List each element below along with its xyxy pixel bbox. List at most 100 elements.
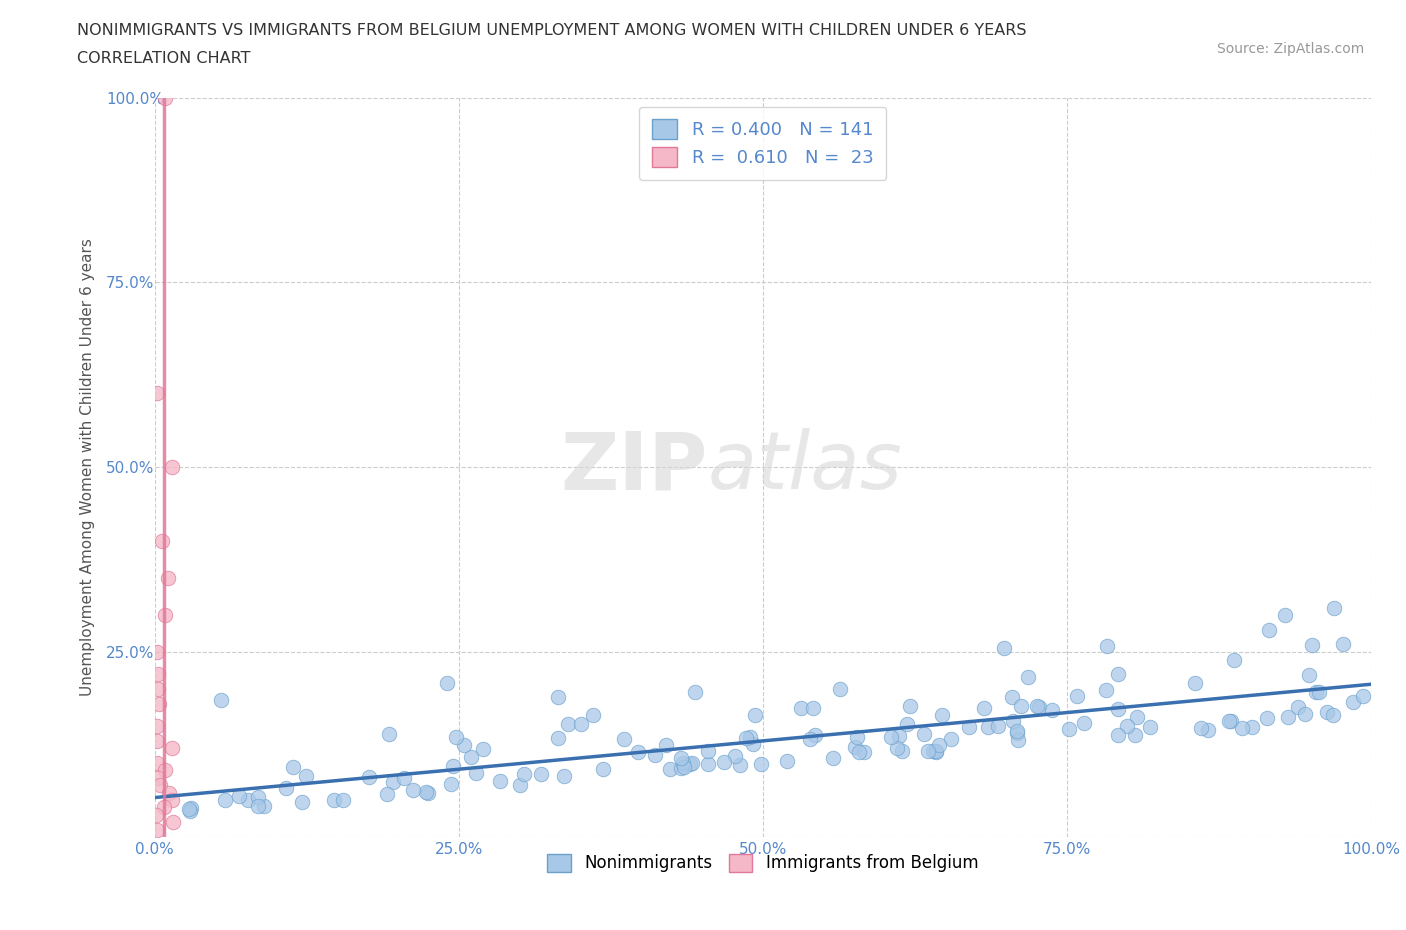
Point xyxy=(180,801,202,816)
Point xyxy=(1139,720,1161,735)
Point xyxy=(382,775,405,790)
Point xyxy=(1230,720,1253,735)
Point xyxy=(276,780,298,795)
Point xyxy=(613,731,636,746)
Point xyxy=(669,761,692,776)
Point xyxy=(378,726,401,741)
Point xyxy=(1323,601,1346,616)
Point xyxy=(322,792,344,807)
Point xyxy=(146,719,169,734)
Point xyxy=(1240,720,1263,735)
Point xyxy=(741,737,763,751)
Point xyxy=(679,757,702,772)
Point xyxy=(146,770,169,785)
Point xyxy=(291,795,314,810)
Point xyxy=(977,720,1000,735)
Point xyxy=(993,641,1015,656)
Point xyxy=(1189,721,1212,736)
Point xyxy=(146,644,169,659)
Point xyxy=(681,755,703,770)
Text: ZIP: ZIP xyxy=(561,429,709,506)
Point xyxy=(440,777,463,791)
Point xyxy=(626,745,648,760)
Point xyxy=(848,745,870,760)
Point xyxy=(830,682,852,697)
Point xyxy=(402,782,425,797)
Point xyxy=(1073,716,1095,731)
Point xyxy=(247,799,270,814)
Point xyxy=(332,792,354,807)
Point xyxy=(162,815,184,830)
Point xyxy=(530,767,553,782)
Point xyxy=(924,743,946,758)
Point xyxy=(416,785,439,800)
Point xyxy=(1277,710,1299,724)
Point xyxy=(1258,622,1281,637)
Point xyxy=(145,822,167,837)
Point xyxy=(1025,698,1047,713)
Point xyxy=(394,771,416,786)
Point xyxy=(1220,713,1243,728)
Point xyxy=(1294,706,1316,721)
Point xyxy=(150,534,173,549)
Point xyxy=(1286,699,1309,714)
Point xyxy=(592,762,614,777)
Point xyxy=(415,784,437,799)
Point xyxy=(1057,722,1080,737)
Point xyxy=(1223,652,1246,667)
Point xyxy=(283,760,305,775)
Point xyxy=(1066,688,1088,703)
Point xyxy=(582,708,605,723)
Point xyxy=(179,804,201,818)
Point xyxy=(852,745,875,760)
Point xyxy=(728,757,751,772)
Point xyxy=(238,792,260,807)
Point xyxy=(209,693,232,708)
Point xyxy=(804,727,827,742)
Point xyxy=(460,750,482,764)
Point xyxy=(1007,724,1029,738)
Point xyxy=(157,785,180,800)
Point xyxy=(713,755,735,770)
Point xyxy=(1274,608,1296,623)
Point xyxy=(214,793,236,808)
Point xyxy=(900,698,922,713)
Point xyxy=(744,708,766,723)
Point xyxy=(672,755,695,770)
Point xyxy=(179,802,201,817)
Point xyxy=(1316,705,1339,720)
Point xyxy=(441,759,464,774)
Point xyxy=(160,792,183,807)
Point xyxy=(145,734,167,749)
Point xyxy=(673,760,696,775)
Point xyxy=(436,675,458,690)
Text: CORRELATION CHART: CORRELATION CHART xyxy=(77,51,250,66)
Point xyxy=(939,731,962,746)
Y-axis label: Unemployment Among Women with Children Under 6 years: Unemployment Among Women with Children U… xyxy=(80,238,96,697)
Point xyxy=(488,773,510,788)
Point xyxy=(655,737,678,752)
Point xyxy=(917,744,939,759)
Point xyxy=(696,756,718,771)
Point xyxy=(153,90,176,105)
Point xyxy=(553,769,575,784)
Point xyxy=(557,717,579,732)
Point xyxy=(1123,727,1146,742)
Point xyxy=(547,731,569,746)
Point xyxy=(931,708,953,723)
Point xyxy=(1341,695,1364,710)
Point xyxy=(1007,733,1029,748)
Point xyxy=(513,766,536,781)
Point xyxy=(801,700,824,715)
Point xyxy=(749,757,772,772)
Point xyxy=(659,762,682,777)
Point xyxy=(146,755,169,770)
Point xyxy=(1001,689,1024,704)
Point xyxy=(723,749,745,764)
Point xyxy=(896,716,918,731)
Text: Source: ZipAtlas.com: Source: ZipAtlas.com xyxy=(1216,42,1364,56)
Point xyxy=(887,728,910,743)
Point xyxy=(1305,684,1327,699)
Point xyxy=(1094,683,1116,698)
Point xyxy=(148,682,170,697)
